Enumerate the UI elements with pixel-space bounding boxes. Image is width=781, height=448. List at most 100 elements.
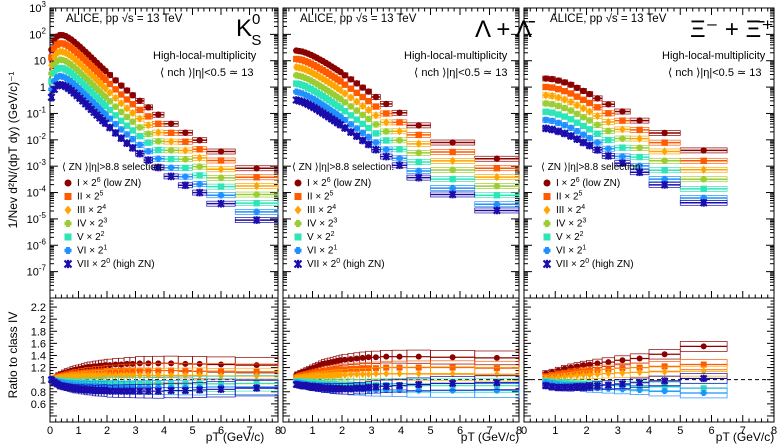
k0s-sup: 0 [252,11,260,28]
panel-1-II-point [48,54,55,61]
panel-3-legend-label-V: V × 22 [556,231,584,243]
panel-1-II-point [102,76,109,83]
panel-2-VII-ratio-point [372,383,380,391]
panel-3-IV-point [567,107,575,114]
panel-3-III-point [573,101,581,110]
panel-3-I-point [594,95,601,102]
panel-3-VII-point [635,168,644,177]
panel-1-V-point [155,146,162,154]
panel-2-I-ratio-point [372,354,379,361]
panel-2-IV-point [449,166,456,174]
panel-1-II-ratio-point [182,367,189,374]
legend-title-panel-3: ⟨ ZN ⟩|η|>8.8 selection: [541,162,643,173]
y-tick-label-top: 10 [34,56,46,68]
panel-1-V-point [145,139,152,146]
panel-3-VII-ratio-point [660,377,669,385]
panel-3-legend-marker-VII [542,259,552,269]
panel-2-V-point [372,130,380,137]
panel-1-I-point [123,87,131,94]
y-tick-label-top: 103 [29,0,46,15]
panel-2-I-ratio-point [383,353,390,360]
panel-1-VII-ratio-point [252,384,261,392]
legend-scale-exp: 2 [580,231,584,238]
y-tick-label-bottom: 0.6 [31,399,46,411]
panel-1-legend-entry-V: V × 22 [64,231,105,243]
panel-2-legend-entry-VII: VII × 20 (high ZN) [293,258,385,270]
panel-3-header: ALICE, pp √s = 13 TeV [550,12,667,25]
y-tick-label-exp: -1 [39,105,47,114]
panel-3-x-tick-label: 0 [521,425,527,437]
panel-2-I-point [493,155,501,162]
panel-3-I-point [605,101,612,108]
panel-1-x-tick-label: 0 [47,425,53,437]
panel-3-III-point [700,165,707,174]
panel-1-II-ratio-point [168,367,175,374]
panels-layer: 0 1 2 3 4 5 6 7 80 1 2 3 4 5 6 7 80 1 2 3 4 5 6 7 810310210110-1… [27,0,777,437]
y-tick-label-top: 10-1 [27,105,47,120]
panel-2-III-point [372,111,380,120]
y-tick-label-top: 10-7 [27,264,47,279]
panel-3-legend-marker-V [543,233,551,241]
panel-3-VII-point [618,159,627,168]
panel-1-V-ratio-point [106,380,113,387]
panel-2-legend-label-VI: VI × 21 [307,245,337,257]
panel-2-VI-point [415,167,422,175]
legend-scale-exp: 0 [336,258,340,265]
panel-3-IV-point [594,121,601,129]
panel-1-x-tick-label: 1 [75,425,81,437]
panel-2-legend-label-III: III × 24 [307,204,336,216]
panel-3-II-point [573,93,581,100]
panel-1-VII-point [135,149,144,158]
panel-2-III-point [396,127,403,136]
panel-3-II-point [661,139,668,146]
panel-2-I-point [353,80,360,87]
panel-1-II-ratio-point [129,367,136,374]
legend-class-name: V × 2 [307,232,331,243]
panel-2-x-tick-label: 6 [457,425,463,437]
panel-2-III-point [365,105,372,115]
panel-1-II-ratio-point [102,368,109,375]
panel-3-III-ratio-point [661,367,668,376]
panel-2-x-tick-label: 8 [516,425,522,437]
panel-1-II-point [106,80,114,88]
panel-3-I-point [619,108,626,115]
panel-3-I-point [580,87,587,95]
panel-1-I-point [182,129,189,136]
panel-3-selection-label: High-local-multiplicity [662,50,766,62]
panel-2-II-ratio-point [415,364,422,371]
y-tick-label-base: 10 [27,267,39,279]
panel-1-II-ratio-point [118,367,125,374]
panel-2-VII-point [492,206,501,215]
panel-2-IV-point [493,182,501,190]
panel-2-I-point [372,93,380,101]
panel-1-II-ratio-point [136,367,143,374]
y-tick-label-base: 10 [27,214,39,226]
panel-2-ratio-I [293,349,520,379]
panel-1-V-point [217,183,225,190]
panel-3-V-point [580,122,587,130]
panel-2-legend-label-V: V × 22 [307,231,335,243]
panel-1-VII-ratio-point [217,385,225,394]
panel-1-series-III [48,47,279,191]
panel-1-V-point [102,102,109,109]
panel-2-V-ratio-point [337,381,344,388]
panel-1-VII-point [47,93,56,102]
panel-2-legend-label-II: II × 25 [307,191,334,203]
panel-2-IV-point [359,111,366,119]
panel-2-II-point [365,97,372,105]
panel-1-legend-marker-VII [63,259,73,269]
panel-1-IV-point [253,191,260,198]
panel-1-x-tick-label: 5 [189,425,195,437]
panel-3-VI-point [605,145,612,152]
panel-1-legend-label-IV: IV × 23 [77,218,107,230]
panel-1-V-ratio-point [145,380,152,387]
panel-2-I-point [396,109,403,116]
panel-3-x-tick-label: 4 [646,425,652,437]
panel-3-III-point [636,134,643,143]
legend-scale-exp: 5 [330,191,334,198]
panel-1-I-point [118,82,125,89]
legend-title-panel-1: ⟨ ZN ⟩|η|>8.8 selection: [62,162,164,173]
panel-2-I-ratio-point [493,354,500,361]
legend-scale-exp: 2 [101,231,105,238]
panel-2-VI-ratio-point [415,387,422,394]
